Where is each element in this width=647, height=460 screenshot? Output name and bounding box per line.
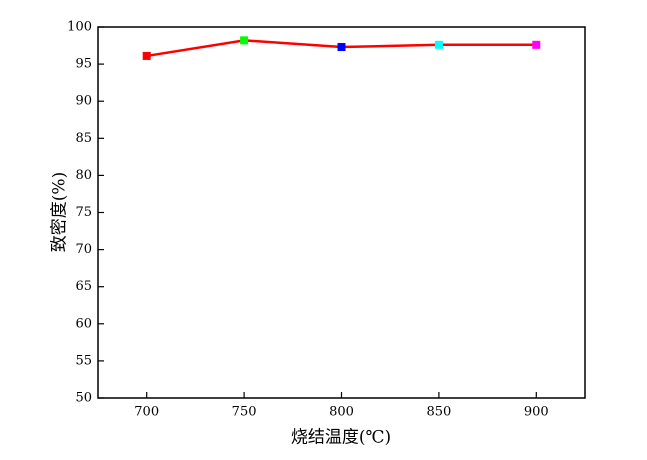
data-marker xyxy=(434,40,443,49)
data-marker xyxy=(240,36,249,45)
y-tick-label: 70 xyxy=(75,242,92,257)
y-tick-label: 75 xyxy=(75,205,92,220)
y-tick-label: 90 xyxy=(75,94,92,109)
y-tick-label: 100 xyxy=(67,20,92,35)
y-tick-label: 95 xyxy=(75,57,92,72)
y-tick-label: 65 xyxy=(75,279,92,294)
x-tick-label: 850 xyxy=(426,405,451,420)
y-axis-title: 致密度(%) xyxy=(50,172,70,252)
data-marker xyxy=(142,51,151,60)
x-tick-label: 800 xyxy=(329,405,354,420)
y-tick-label: 50 xyxy=(75,391,92,406)
x-tick-label: 700 xyxy=(134,405,159,420)
plot-frame xyxy=(97,26,586,399)
y-tick-label: 60 xyxy=(75,316,92,331)
y-tick-label: 85 xyxy=(75,131,92,146)
x-axis-title: 烧结温度(℃) xyxy=(291,428,391,448)
data-marker xyxy=(532,40,541,49)
y-tick-label: 55 xyxy=(75,353,92,368)
x-tick-label: 750 xyxy=(232,405,257,420)
y-tick-label: 80 xyxy=(75,168,92,183)
x-tick-label: 900 xyxy=(524,405,549,420)
data-marker xyxy=(337,43,346,52)
